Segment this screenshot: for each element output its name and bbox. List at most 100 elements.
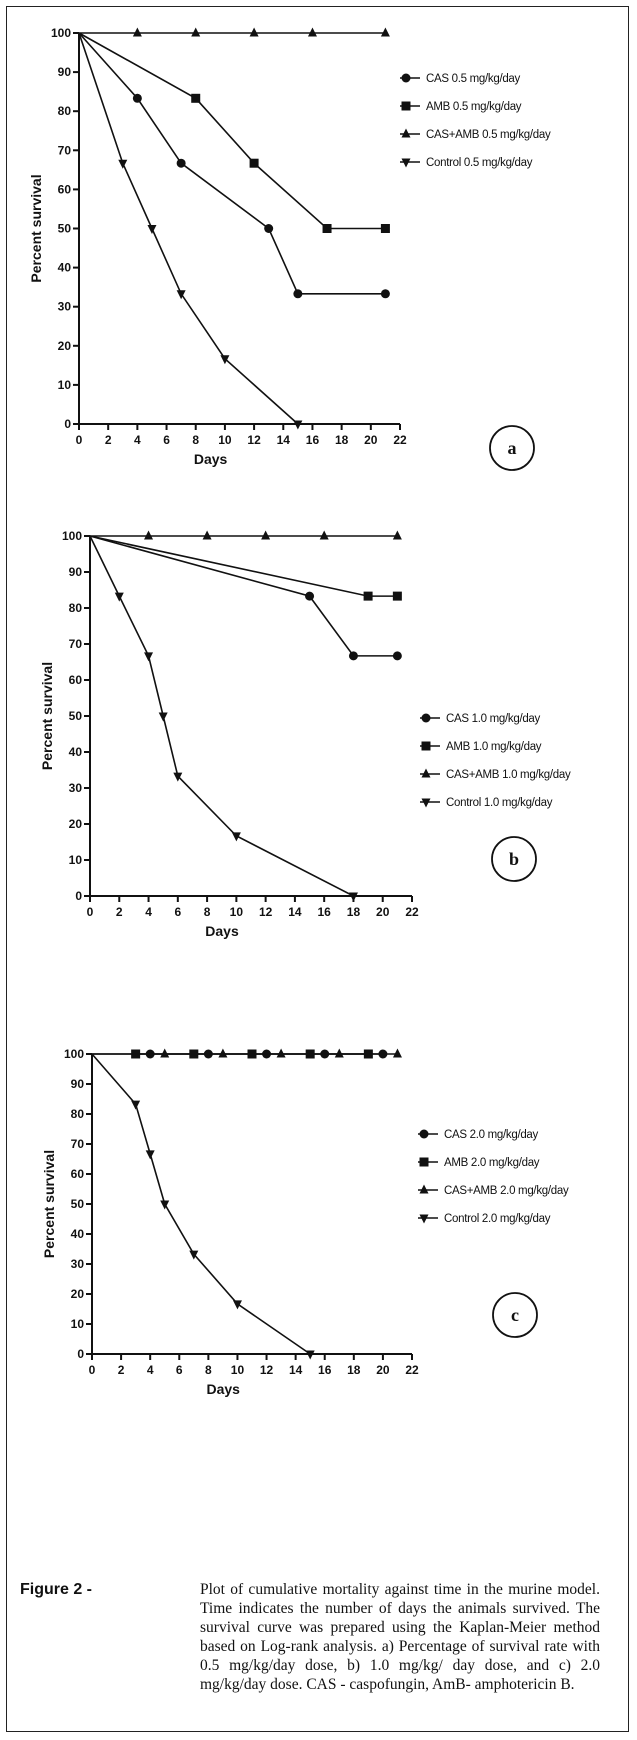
y-tick-label: 30 xyxy=(71,1257,85,1271)
y-tick-label: 20 xyxy=(71,1287,85,1301)
legend-marker xyxy=(421,798,431,808)
legend-label: CAS 1.0 mg/kg/day xyxy=(446,713,541,725)
legend-entry: AMB 2.0 mg/kg/day xyxy=(418,1157,540,1169)
y-tick-label: 90 xyxy=(58,65,72,79)
x-tick-label: 10 xyxy=(231,1363,245,1377)
data-point xyxy=(158,712,168,722)
data-point xyxy=(132,93,142,103)
x-tick-label: 16 xyxy=(318,905,332,919)
caption-text: Plot of cumulative mortality against tim… xyxy=(200,1581,600,1693)
y-tick-label: 50 xyxy=(71,1197,85,1211)
legend-label: AMB 1.0 mg/kg/day xyxy=(446,741,542,753)
y-tick-label: 90 xyxy=(69,565,83,579)
legend-entry: CAS+AMB 0.5 mg/kg/day xyxy=(400,128,551,141)
y-tick-label: 0 xyxy=(77,1347,84,1361)
legend-marker xyxy=(419,1157,429,1167)
data-point xyxy=(144,652,154,662)
data-point xyxy=(363,591,373,601)
chart-panel-a: 0 10 20 30 40 50 60 70 80 90 100 0 2 4 6 8 10 12 14 16 18 20 2… xyxy=(0,0,637,500)
x-tick-label: 18 xyxy=(347,1363,361,1377)
legend-marker xyxy=(419,1214,429,1224)
data-point xyxy=(348,651,358,661)
y-tick-label: 30 xyxy=(58,300,72,314)
data-point xyxy=(261,530,271,540)
series-line xyxy=(78,32,386,230)
legend-label: CAS 0.5 mg/kg/day xyxy=(426,73,521,85)
y-tick-label: 70 xyxy=(69,637,83,651)
y-tick-label: 10 xyxy=(58,378,72,392)
data-point xyxy=(176,290,186,300)
data-point xyxy=(334,1048,344,1058)
chart-c-svg: 0 10 20 30 40 50 60 70 80 90 100 0 2 4 6 8 10 12 14 16 18 20 2… xyxy=(41,1047,569,1397)
panel-label: b xyxy=(509,849,519,869)
data-point xyxy=(392,591,402,601)
panel-label-circle xyxy=(489,425,535,471)
y-tick-label: 80 xyxy=(58,104,72,118)
x-tick-label: 2 xyxy=(105,433,112,447)
x-tick-label: 14 xyxy=(288,905,302,919)
y-tick-label: 50 xyxy=(69,709,83,723)
legend-marker xyxy=(419,1129,429,1139)
data-point xyxy=(293,289,303,299)
panel-label-circle xyxy=(492,1292,538,1338)
x-axis-title: Days xyxy=(206,1381,240,1397)
legend-entry: CAS+AMB 2.0 mg/kg/day xyxy=(418,1184,569,1197)
y-tick-label: 80 xyxy=(71,1107,85,1121)
y-tick-label: 100 xyxy=(64,1047,84,1061)
y-axis-title: Percent survival xyxy=(39,662,55,770)
data-point xyxy=(305,1350,315,1360)
legend-entry: CAS 1.0 mg/kg/day xyxy=(420,713,541,725)
data-point xyxy=(232,1300,242,1310)
y-tick-label: 30 xyxy=(69,781,83,795)
data-point xyxy=(348,892,358,902)
y-tick-label: 50 xyxy=(58,222,72,236)
x-tick-label: 10 xyxy=(230,905,244,919)
chart-panel-b: 0 10 20 30 40 50 60 70 80 90 100 0 2 4 6 8 10 12 14 16 18 20 2… xyxy=(0,500,637,1020)
chart-b-svg: 0 10 20 30 40 50 60 70 80 90 100 0 2 4 6 8 10 12 14 16 18 20 2… xyxy=(39,529,571,939)
legend-entry: CAS+AMB 1.0 mg/kg/day xyxy=(420,768,571,781)
y-tick-label: 40 xyxy=(71,1227,85,1241)
y-tick-label: 40 xyxy=(69,745,83,759)
y-tick-label: 100 xyxy=(51,26,71,40)
data-point xyxy=(191,27,201,37)
data-point xyxy=(380,224,390,233)
x-tick-label: 20 xyxy=(376,905,390,919)
y-tick-label: 0 xyxy=(64,417,71,431)
panel-label-circle xyxy=(491,836,537,882)
x-axis-title: Days xyxy=(194,451,228,467)
legend-label: Control 1.0 mg/kg/day xyxy=(446,797,553,809)
x-tick-label: 10 xyxy=(218,433,232,447)
y-tick-label: 0 xyxy=(75,889,82,903)
series-square xyxy=(89,535,402,601)
data-point xyxy=(191,93,201,103)
x-tick-label: 4 xyxy=(145,905,152,919)
y-tick-label: 70 xyxy=(58,143,72,157)
legend-marker xyxy=(419,1184,429,1194)
legend-marker xyxy=(401,73,411,83)
y-tick-label: 60 xyxy=(71,1167,85,1181)
series-line xyxy=(78,32,299,425)
legend-entry: AMB 0.5 mg/kg/day xyxy=(400,101,522,113)
legend-entry: Control 2.0 mg/kg/day xyxy=(418,1213,551,1225)
data-point xyxy=(392,651,402,661)
data-point xyxy=(231,832,241,842)
y-tick-label: 70 xyxy=(71,1137,85,1151)
series-triangle-down xyxy=(89,535,358,902)
series-line xyxy=(91,1053,311,1355)
legend-label: CAS+AMB 1.0 mg/kg/day xyxy=(446,769,571,781)
data-point xyxy=(322,224,332,233)
x-tick-label: 20 xyxy=(364,433,378,447)
data-point xyxy=(218,1048,228,1058)
x-tick-label: 8 xyxy=(192,433,199,447)
data-point xyxy=(189,1250,199,1260)
x-tick-label: 16 xyxy=(306,433,320,447)
legend-entry: CAS 0.5 mg/kg/day xyxy=(400,73,521,85)
data-point xyxy=(249,27,259,37)
legend-label: CAS+AMB 2.0 mg/kg/day xyxy=(444,1185,569,1197)
y-tick-label: 10 xyxy=(71,1317,85,1331)
x-tick-label: 14 xyxy=(289,1363,303,1377)
x-tick-label: 0 xyxy=(89,1363,96,1377)
x-tick-label: 6 xyxy=(176,1363,183,1377)
data-point xyxy=(132,27,142,37)
x-tick-label: 4 xyxy=(134,433,141,447)
